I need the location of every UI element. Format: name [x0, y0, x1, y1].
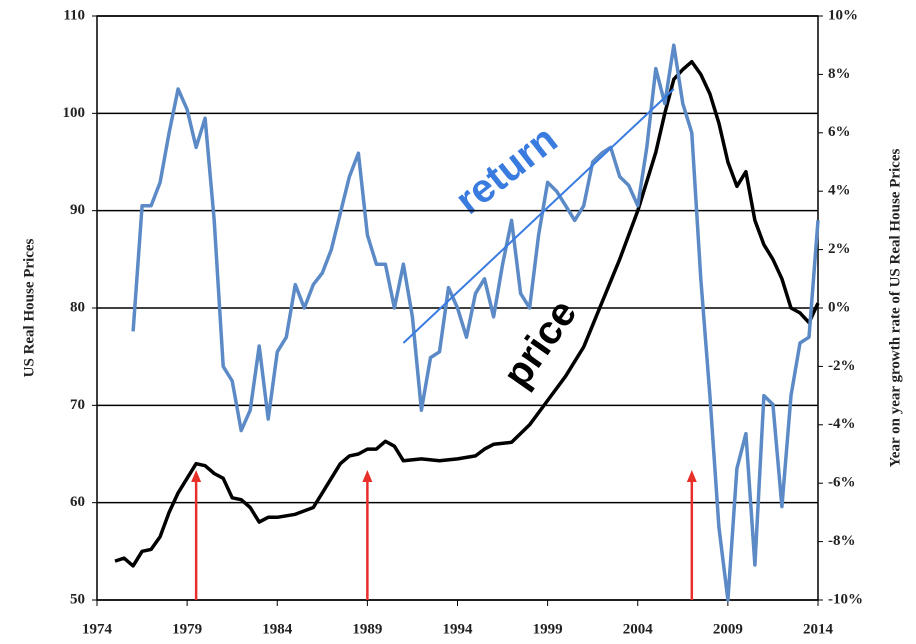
x-tick-label: 2014: [803, 621, 834, 637]
y2-tick-label: -2%: [828, 358, 856, 374]
y2-tick-label: 0%: [828, 299, 851, 315]
y-tick-label: 50: [70, 591, 85, 607]
marker-arrowhead: [362, 470, 373, 482]
x-tick-label: 1989: [352, 621, 382, 637]
series-line: [131, 43, 820, 602]
y-tick-label: 60: [70, 494, 85, 510]
y2-tick-label: -8%: [828, 533, 856, 549]
x-tick-label: 2009: [713, 621, 743, 637]
y-tick-label: 110: [63, 7, 85, 23]
y2-tick-label: 8%: [828, 66, 851, 82]
y2-tick-label: 10%: [828, 7, 858, 23]
marker-arrowhead: [686, 470, 697, 482]
plot-frame: [96, 15, 819, 601]
x-tick-label: 1994: [443, 621, 474, 637]
y-tick-label: 100: [63, 105, 86, 121]
y2-tick-label: -4%: [828, 416, 856, 432]
x-tick-label: 1974: [82, 621, 113, 637]
y2-tick-label: 2%: [828, 241, 851, 257]
y-tick-label: 90: [70, 202, 85, 218]
x-tick-label: 2004: [623, 621, 654, 637]
y2-tick-label: 6%: [828, 124, 851, 140]
marker-arrowhead: [191, 470, 202, 482]
y-tick-label: 70: [70, 397, 85, 413]
y2-tick-label: -10%: [828, 591, 863, 607]
y-tick-label: 80: [70, 299, 85, 315]
series-line: [114, 59, 820, 568]
x-tick-label: 1979: [172, 621, 202, 637]
x-tick-label: 1999: [533, 621, 563, 637]
y-axis-label: US Real House Prices: [21, 238, 37, 377]
trend-line: [402, 88, 675, 344]
y2-tick-label: 4%: [828, 183, 851, 199]
y2-axis-label: Year on year growth rate of US Real Hous…: [887, 148, 903, 467]
x-tick-label: 1984: [262, 621, 293, 637]
y2-tick-label: -6%: [828, 475, 856, 491]
